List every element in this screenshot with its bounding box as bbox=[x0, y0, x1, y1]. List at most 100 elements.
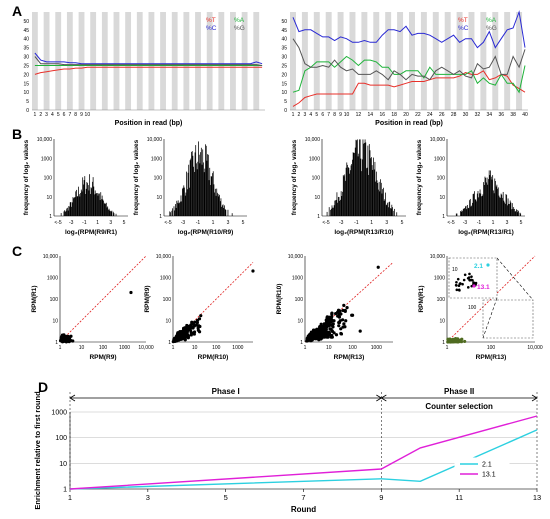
x-tick-label: 1 bbox=[212, 220, 215, 226]
panel-letter-a: A bbox=[12, 3, 22, 19]
scatter-point bbox=[334, 333, 339, 337]
series-line-pct-a bbox=[292, 55, 526, 94]
phase-2-label: Phase II bbox=[444, 387, 474, 396]
zoom-connector-line bbox=[482, 297, 498, 339]
histogram-bar bbox=[504, 202, 505, 216]
y-tick-label: 100 bbox=[312, 176, 321, 182]
histogram-bar bbox=[466, 209, 468, 216]
histogram-bar bbox=[219, 201, 221, 216]
scatter-point bbox=[319, 322, 323, 326]
diagonal-reference-line bbox=[59, 255, 147, 343]
scatter-point bbox=[184, 331, 188, 335]
histogram-bar bbox=[492, 175, 494, 216]
histogram-bar bbox=[365, 142, 367, 216]
legend-entry: %C bbox=[206, 25, 217, 32]
histogram-bar bbox=[209, 167, 211, 216]
histogram-bar bbox=[490, 170, 491, 216]
x-axis-title: log₂(RPM(R13/R1) bbox=[458, 229, 514, 236]
histogram-bar bbox=[201, 164, 203, 216]
histogram-bar bbox=[483, 182, 484, 216]
histogram-bar bbox=[101, 199, 102, 216]
histogram-bar bbox=[338, 197, 340, 216]
scatter-point bbox=[321, 334, 326, 338]
histogram-bar bbox=[461, 210, 463, 216]
histogram-bar bbox=[493, 190, 494, 216]
histogram-bar bbox=[186, 189, 188, 216]
background-stripe bbox=[101, 12, 108, 110]
scatter-point bbox=[338, 319, 342, 323]
histogram-bar bbox=[368, 174, 369, 216]
scatter-point-outlier bbox=[129, 290, 133, 295]
histogram-bar bbox=[479, 189, 481, 216]
x-axis-title: log₂(RPM(R10/R9) bbox=[178, 229, 234, 236]
histogram-bar bbox=[213, 184, 215, 216]
histogram-bar bbox=[380, 182, 382, 216]
histogram-bar bbox=[336, 192, 338, 216]
scatter-point bbox=[195, 321, 199, 325]
scatter-point bbox=[344, 319, 348, 323]
histogram-bar bbox=[383, 200, 385, 216]
scatter-point bbox=[183, 334, 187, 338]
histogram-bar bbox=[340, 199, 341, 216]
histogram-bar bbox=[175, 204, 176, 216]
background-stripe bbox=[195, 12, 201, 110]
scatter-point bbox=[199, 314, 203, 318]
histogram-bar bbox=[500, 197, 501, 216]
y-tick-label: 40 bbox=[23, 37, 29, 43]
histogram-bar bbox=[208, 180, 210, 216]
histogram-bar bbox=[366, 168, 367, 216]
scatter-point bbox=[452, 340, 456, 344]
x-tick-label: 100 bbox=[99, 345, 108, 351]
x-tick-label: 9 bbox=[80, 112, 83, 118]
histogram-bar bbox=[331, 205, 333, 216]
histogram-bar bbox=[219, 194, 220, 216]
histogram-bar bbox=[510, 202, 512, 216]
y-tick-label: 10 bbox=[314, 195, 320, 201]
inset-scatter-point bbox=[458, 282, 462, 285]
histogram-bar bbox=[389, 201, 391, 216]
histogram-bar bbox=[390, 208, 391, 216]
histogram-bar bbox=[193, 171, 195, 216]
scatter-point bbox=[178, 332, 183, 337]
y-tick-label: 10 bbox=[297, 319, 303, 325]
histogram-bar bbox=[175, 207, 177, 216]
background-stripe bbox=[313, 12, 320, 110]
inset-box bbox=[448, 257, 498, 299]
legend-entry: %C bbox=[458, 25, 469, 32]
scatter-point bbox=[341, 308, 345, 313]
histogram-bar bbox=[469, 198, 471, 216]
histogram-bar bbox=[207, 154, 209, 216]
x-tick-label: 28 bbox=[451, 112, 457, 118]
histogram-bar bbox=[350, 165, 352, 216]
histogram-bar bbox=[470, 206, 472, 216]
x-tick-label: 1000 bbox=[119, 345, 130, 351]
inset-scatter-point bbox=[456, 277, 460, 281]
scatter-point bbox=[307, 334, 311, 338]
histogram-bar bbox=[507, 205, 508, 216]
histogram-bar bbox=[394, 208, 396, 216]
scatter-point bbox=[66, 336, 70, 340]
histogram-bar bbox=[343, 176, 345, 216]
x-tick-label: 1 bbox=[446, 345, 449, 351]
histogram-bar bbox=[374, 161, 376, 216]
histogram-bar bbox=[221, 205, 223, 216]
x-tick-label: 1000 bbox=[232, 345, 243, 351]
histogram-bar bbox=[196, 169, 198, 216]
histogram-bar bbox=[85, 188, 87, 216]
y-tick-label: 30 bbox=[281, 55, 287, 61]
scatter-point bbox=[345, 306, 349, 310]
histogram-bar bbox=[361, 171, 362, 216]
scatter-point bbox=[447, 337, 451, 342]
histogram-bar bbox=[346, 162, 348, 216]
histogram-bar bbox=[372, 169, 374, 216]
scatter-point-outlier bbox=[251, 269, 255, 273]
x-tick-label: <-5 bbox=[447, 220, 455, 226]
histogram-bar bbox=[214, 192, 216, 216]
inset-y-tick-label: 10 bbox=[452, 267, 458, 273]
x-axis-title: RPM(R13) bbox=[476, 354, 507, 361]
histogram-bar bbox=[98, 193, 100, 216]
histogram-bar bbox=[214, 188, 216, 216]
series-line-pct-t bbox=[34, 66, 263, 75]
